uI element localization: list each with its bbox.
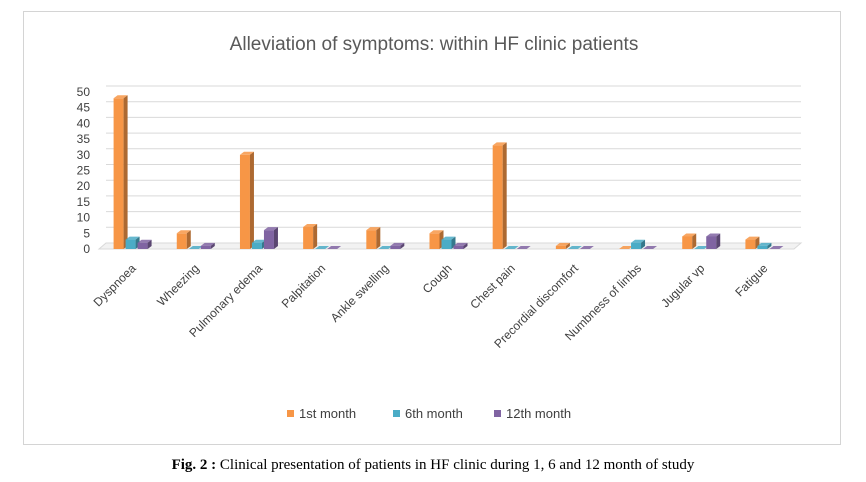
figure-caption: Fig. 2 : Clinical presentation of patien… <box>0 457 866 474</box>
caption-label: Fig. 2 : <box>171 457 217 473</box>
y-tick-label: 35 <box>77 132 91 146</box>
bar <box>188 246 203 249</box>
bars <box>113 95 784 249</box>
bar <box>682 233 697 249</box>
bar <box>567 246 582 249</box>
y-tick-label: 15 <box>77 195 91 209</box>
bar <box>176 230 191 249</box>
caption-text: Clinical presentation of patients in HF … <box>216 457 695 473</box>
legend-swatch <box>287 410 294 417</box>
bar <box>137 239 152 249</box>
bar <box>555 242 570 249</box>
bar <box>631 239 646 249</box>
legend-swatch <box>393 410 400 417</box>
bar <box>378 246 393 249</box>
bar-chart: Alleviation of symptoms: within HF clini… <box>77 34 803 421</box>
bar <box>125 236 140 249</box>
y-tick-label: 40 <box>77 116 91 130</box>
legend-label: 6th month <box>405 406 463 421</box>
bar <box>619 246 634 249</box>
bar <box>453 242 468 249</box>
bar <box>579 246 594 249</box>
bar <box>441 236 456 249</box>
bar <box>516 246 531 249</box>
y-tick-label: 30 <box>77 148 91 162</box>
bar <box>492 142 507 249</box>
bar <box>694 246 709 249</box>
gridlines <box>97 85 803 250</box>
x-tick-label: Wheezing <box>154 261 202 309</box>
y-tick-label: 45 <box>77 101 91 115</box>
bar <box>643 246 658 249</box>
legend-label: 12th month <box>506 406 571 421</box>
y-tick-label: 5 <box>83 226 90 240</box>
x-tick-label: Fatigue <box>732 261 770 299</box>
legend-label: 1st month <box>299 406 356 421</box>
bar <box>757 242 772 249</box>
bar <box>327 246 342 249</box>
legend-swatch <box>494 410 501 417</box>
bar <box>200 242 215 249</box>
bar <box>366 227 381 249</box>
y-tick-label: 25 <box>77 164 91 178</box>
x-tick-label: Dyspnoea <box>91 261 139 309</box>
bar <box>429 230 444 249</box>
bar <box>303 224 318 249</box>
y-tick-label: 10 <box>77 211 91 225</box>
x-tick-label: Chest pain <box>467 261 517 311</box>
x-tick-label: Jugular vp <box>658 261 707 310</box>
y-tick-label: 0 <box>83 242 90 256</box>
bar <box>315 246 330 249</box>
bar <box>263 227 278 249</box>
bar <box>769 246 784 249</box>
legend: 1st month 6th month 12th month <box>287 406 571 421</box>
y-tick-label: 50 <box>77 85 91 99</box>
bar <box>504 246 519 249</box>
x-tick-label: Palpitation <box>279 261 329 311</box>
bar <box>745 236 760 249</box>
chart-title: Alleviation of symptoms: within HF clini… <box>230 34 639 55</box>
bar <box>239 151 254 249</box>
bar <box>113 95 128 249</box>
y-tick-label: 20 <box>77 179 91 193</box>
bar <box>706 233 721 249</box>
chart-frame: Alleviation of symptoms: within HF clini… <box>23 11 841 445</box>
x-tick-label: Cough <box>420 261 455 296</box>
bar <box>390 242 405 249</box>
x-tick-label: Ankle swelling <box>328 261 392 325</box>
